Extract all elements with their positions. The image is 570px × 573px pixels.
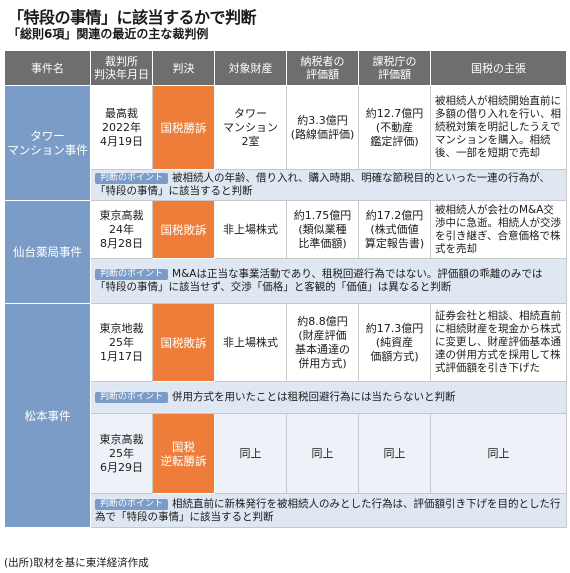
header-authority-value: 課税庁の 評価額: [358, 50, 431, 86]
point-badge: 判断のポイント: [95, 173, 169, 184]
tax-claim: 同上: [430, 413, 567, 494]
asset: 非上場株式: [214, 200, 287, 259]
asset: タワー マンション 2室: [214, 85, 287, 170]
tax-claim: 被相続人が会社のM&A交渉中に急逝。相続人が交渉を引き継ぎ、合意価格で株式を売却: [430, 200, 567, 259]
page-subtitle: 「総則6項」関連の最近の主な裁判例: [8, 27, 209, 41]
verdict: 国税勝訴: [152, 85, 215, 170]
header-case-name: 事件名: [4, 50, 91, 86]
verdict: 国税敗訴: [152, 303, 215, 382]
verdict: 国税敗訴: [152, 200, 215, 259]
table-row: 仙台薬局事件 東京高裁 24年 8月28日 国税敗訴 非上場株式 約1.75億円…: [4, 200, 567, 304]
header-verdict: 判決: [152, 50, 215, 86]
table-row: 松本事件 東京地裁 25年 1月17日 国税敗訴 非上場株式 約8.8億円 (財…: [4, 303, 567, 528]
header-court-date: 裁判所 判決年月日: [90, 50, 153, 86]
authority-value: 約17.2億円 (株式価値 算定報告書): [358, 200, 431, 259]
table-row: 東京高裁 25年 6月29日 国税 逆転勝訴 同上 同上 同上 同上: [5, 413, 567, 494]
taxpayer-value: 約8.8億円 (財産評価 基本通達の 併用方式): [286, 303, 359, 382]
point-text: 被相続人の年齢、借り入れ、購入時期、明確な節税目的といった一連の行為が、「特段の…: [95, 172, 550, 197]
court-date: 東京高裁 25年 6月29日: [90, 413, 153, 494]
table-header-row: 事件名 裁判所 判決年月日 判決 対象財産 納税者の 評価額 課税庁の 評価額 …: [4, 50, 567, 86]
point-row: 判断のポイント M&Aは正当な事業活動であり、租税回避行為ではない。評価額の乖離の…: [5, 258, 567, 304]
taxpayer-value: 約1.75億円 (類似業種 比準価額): [286, 200, 359, 259]
point-badge: 判断のポイント: [95, 269, 169, 280]
judgment-point: 判断のポイント 併用方式を用いたことは租税回避行為には当たらないと判断: [90, 381, 567, 414]
taxpayer-value: 同上: [286, 413, 359, 494]
case-name: 松本事件: [4, 303, 91, 528]
point-badge: 判断のポイント: [95, 392, 169, 403]
point-text: 併用方式を用いたことは租税回避行為には当たらないと判断: [172, 391, 456, 403]
court-date: 東京地裁 25年 1月17日: [90, 303, 153, 382]
header-taxpayer-value: 納税者の 評価額: [286, 50, 359, 86]
authority-value: 約12.7億円 (不動産 鑑定評価): [358, 85, 431, 170]
authority-value: 同上: [358, 413, 431, 494]
court-date: 最高裁 2022年 4月19日: [90, 85, 153, 170]
judgment-point: 判断のポイント M&Aは正当な事業活動であり、租税回避行為ではない。評価額の乖離の…: [90, 258, 567, 304]
case-name: タワー マンション事件: [4, 85, 91, 201]
table-row: タワー マンション事件 最高裁 2022年 4月19日 国税勝訴 タワー マンシ…: [4, 85, 567, 201]
tax-claim: 被相続人が相続開始直前に多額の借り入れを行い、相続税対策を明記したうえでマンショ…: [430, 85, 567, 170]
header-asset: 対象財産: [214, 50, 287, 86]
court-date: 東京高裁 24年 8月28日: [90, 200, 153, 259]
header-tax-claim: 国税の主張: [430, 50, 567, 86]
asset: 非上場株式: [214, 303, 287, 382]
point-text: M&Aは正当な事業活動であり、租税回避行為ではない。評価額の乖離のみでは「特段の…: [95, 268, 543, 293]
point-row: 判断のポイント 併用方式を用いたことは租税回避行為には当たらないと判断: [5, 381, 567, 414]
court-cases-table: 事件名 裁判所 判決年月日 判決 対象財産 納税者の 評価額 課税庁の 評価額 …: [4, 50, 567, 528]
authority-value: 約17.3億円 (純資産 価額方式): [358, 303, 431, 382]
case-name: 仙台薬局事件: [4, 200, 91, 304]
asset: 同上: [214, 413, 287, 494]
point-text: 相続直前に新株発行を被相続人のみとした行為は、評価額引き下げを目的とした行為で「…: [95, 497, 561, 523]
verdict: 国税 逆転勝訴: [152, 413, 215, 494]
source-note: (出所)取材を基に東洋経済作成: [4, 557, 149, 569]
page-title: 「特段の事情」に該当するかで判断: [8, 8, 257, 27]
point-row: 判断のポイント 相続直前に新株発行を被相続人のみとした行為は、評価額引き下げを目的…: [5, 493, 567, 528]
taxpayer-value: 約3.3億円 (路線価評価): [286, 85, 359, 170]
judgment-point: 判断のポイント 相続直前に新株発行を被相続人のみとした行為は、評価額引き下げを目的…: [90, 493, 567, 528]
point-badge: 判断のポイント: [95, 498, 169, 510]
tax-claim: 証券会社と相談、相続直前に相続財産を現金から株式に変更し、財産評価基本通達の併用…: [430, 303, 567, 382]
judgment-point: 判断のポイント 被相続人の年齢、借り入れ、購入時期、明確な節税目的といった一連の行…: [90, 169, 567, 201]
